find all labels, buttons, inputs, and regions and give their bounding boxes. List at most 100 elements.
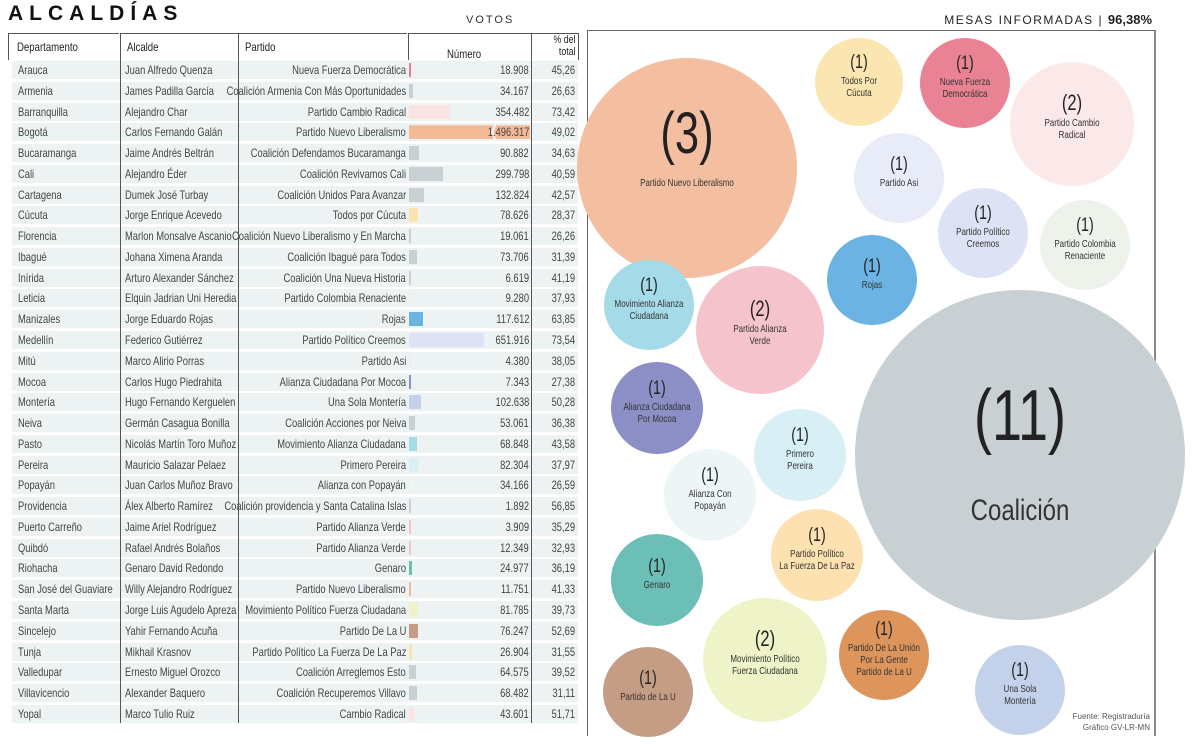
departamento-cell: Puerto Carreño: [18, 519, 82, 534]
bubble-label: Por Mocoa: [638, 413, 678, 424]
departamento-cell: Manizales: [18, 312, 61, 327]
votos-numero-cell: 26.904: [500, 644, 529, 659]
bubble-count: (2): [755, 627, 775, 652]
table-row: Quibdó Rafael Andrés Bolaños Partido Alian…: [12, 538, 578, 557]
source-note: Fuente: Registraduría Gráfico GV-LR-MN: [1073, 711, 1150, 733]
partido-cell: Partido Alianza Verde: [316, 540, 406, 555]
votos-pct-cell: 34,63: [551, 146, 575, 161]
bubble-label: Partido De La Unión: [848, 642, 920, 653]
vote-bar: [409, 291, 411, 306]
partido-cell: Primero Pereira: [340, 457, 406, 472]
departamento-cell: Tunja: [18, 644, 42, 659]
partido-cell: Coalición Revivamos Cali: [299, 166, 406, 181]
votos-pct-cell: 31,39: [551, 249, 575, 264]
votos-numero-cell: 11.751: [501, 582, 529, 597]
departamento-cell: Ibagué: [18, 249, 47, 264]
bubble-label: Montería: [1004, 695, 1036, 706]
bubble-count: (2): [1062, 91, 1082, 116]
votos-numero-cell: 82.304: [500, 457, 529, 472]
vote-bar: [409, 229, 412, 244]
table-row: Leticia Elquin Jadrian Uni Heredia Partido…: [12, 289, 578, 308]
departamento-cell: Pasto: [18, 436, 42, 451]
table-row: Inírida Arturo Alexander Sánchez Coalición…: [12, 268, 578, 287]
source-line: Fuente: Registraduría: [1072, 712, 1150, 721]
votos-numero-cell: 1.892: [505, 499, 529, 514]
vote-bar: [409, 436, 417, 451]
bubble-count: (1): [863, 255, 880, 276]
votos-label: VOTOS: [466, 14, 515, 26]
vote-bar: [409, 125, 530, 140]
votos-numero-cell: 81.785: [500, 603, 529, 618]
departamento-cell: Providencia: [18, 499, 67, 514]
bubble-label: Democrática: [943, 88, 989, 99]
departamento-cell: Sincelejo: [18, 623, 56, 638]
votos-numero-cell: 68.848: [500, 436, 529, 451]
bubble-count: (1): [956, 52, 973, 73]
votos-pct-cell: 63,85: [551, 312, 575, 327]
partido-cell: Coalición Armenia Con Más Oportunidades: [226, 83, 406, 98]
table-row: Sincelejo Yahir Fernando Acuña Partido De …: [12, 621, 578, 640]
bubble-circle: [604, 260, 694, 350]
header-pct-label: % del total: [554, 34, 576, 58]
votos-numero-cell: 64.575: [500, 665, 529, 680]
departamento-cell: Quibdó: [18, 540, 49, 555]
alcalde-cell: Willy Alejandro Rodríguez: [125, 582, 233, 597]
bubble-count: (1): [640, 274, 657, 295]
table-row: Medellín Federico Gutiérrez Partido Políti…: [12, 331, 578, 349]
partido-cell: Coalición Unidos Para Avanzar: [277, 187, 406, 202]
bubble-label: Partido Asi: [880, 177, 918, 188]
vote-bar: [409, 582, 411, 597]
departamento-cell: Cali: [18, 166, 35, 181]
alcalde-cell: Genaro David Redondo: [125, 561, 224, 576]
table-row: Montería Hugo Fernando Kerguelen Una Sola …: [12, 393, 578, 412]
departamento-cell: Riohacha: [18, 561, 58, 576]
votos-numero-cell: 73.706: [500, 249, 529, 264]
votos-pct-cell: 32,93: [551, 540, 575, 555]
table-row: Providencia Álex Alberto Ramírez Coalición…: [12, 497, 578, 516]
votos-pct-cell: 36,38: [551, 416, 575, 431]
bubble-label: Movimiento Político: [730, 653, 799, 664]
votos-numero-cell: 9.280: [505, 291, 529, 306]
partido-cell: Partido Colombia Renaciente: [284, 291, 406, 306]
table-row: Puerto Carreño Jaime Ariel Rodríguez Parti…: [12, 517, 578, 536]
divider: [120, 33, 121, 723]
table-row: Mitú Marco Alirio Porras Partido Asi 4.380 3…: [12, 351, 578, 370]
votos-pct-cell: 26,59: [551, 478, 575, 493]
alcalde-cell: Mikhail Krasnov: [125, 644, 192, 659]
votos-pct-cell: 49,02: [551, 125, 575, 140]
votos-pct-cell: 50,28: [551, 395, 575, 410]
bubble-circle: [920, 38, 1010, 128]
votos-pct-cell: 41,19: [551, 270, 575, 285]
partido-cell: Nueva Fuerza Democrática: [292, 63, 406, 77]
bubble-circle: [664, 449, 756, 541]
votos-numero-cell: 34.167: [500, 83, 529, 98]
table-row: Arauca Juan Alfredo Quenza Nueva Fuerza De…: [12, 61, 578, 79]
departamento-cell: San José del Guaviare: [18, 582, 113, 597]
bubble-label: Partido Colombia: [1054, 238, 1116, 249]
votos-numero-cell: 43.601: [500, 706, 529, 721]
bubble-label: Por La Gente: [860, 654, 908, 665]
bubble-label: Partido Cambio: [1044, 117, 1099, 128]
alcalde-cell: Jorge Eduardo Rojas: [125, 312, 213, 327]
bubble-label: Renaciente: [1065, 250, 1105, 261]
partido-cell: Partido Político Creemos: [302, 333, 406, 347]
bubble-circle: [854, 133, 944, 223]
vote-bar: [409, 353, 411, 368]
bubble-label: Pereira: [787, 460, 814, 471]
bubble-label: Verde: [750, 335, 771, 346]
vote-bar: [409, 478, 413, 493]
header-departamento-label: Departamento: [17, 40, 78, 54]
bubble-count: (2): [750, 297, 770, 322]
partido-cell: Coalición Acciones por Neiva: [284, 416, 406, 431]
departamento-cell: Florencia: [18, 229, 57, 244]
votos-pct-cell: 37,93: [551, 291, 575, 306]
votos-pct-cell: 43,58: [551, 436, 575, 451]
bubble: (11) Coalición: [855, 290, 1185, 620]
votos-numero-cell: 53.061: [500, 416, 529, 431]
votos-numero-cell: 1.496.317: [487, 125, 529, 140]
departamento-cell: Leticia: [18, 291, 46, 306]
